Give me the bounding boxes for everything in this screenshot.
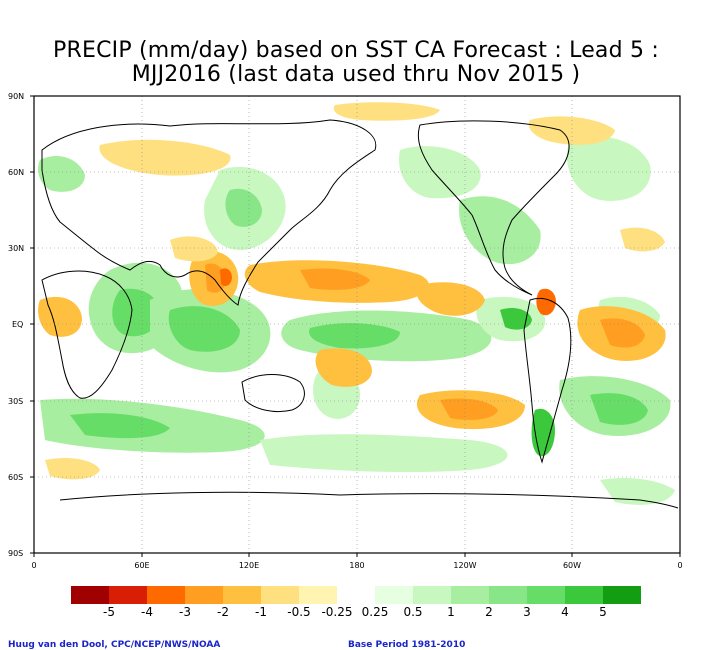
legend-swatch <box>71 586 109 604</box>
legend-swatch <box>299 586 337 604</box>
lat-tick-label: EQ <box>12 320 23 329</box>
legend-swatch <box>185 586 223 604</box>
color-legend: -5 -4 -3 -2 -1 -0.5 -0.25 0.25 0.5 1 2 3 4 5 <box>71 586 641 619</box>
legend-label: -5 <box>103 605 115 619</box>
legend-swatch <box>527 586 565 604</box>
legend-label: 1 <box>447 605 455 619</box>
lat-tick-label: 60N <box>8 168 24 177</box>
lat-tick-label: 30N <box>8 244 24 253</box>
latitude-axis: 90N 60N 30N EQ 30S 60S 90S <box>8 92 34 558</box>
legend-swatch <box>223 586 261 604</box>
legend-swatch <box>489 586 527 604</box>
map-subtitle: MJJ2016 (last data used thru Nov 2015 ) <box>131 62 581 87</box>
legend-swatch <box>337 586 375 604</box>
legend-label: -3 <box>179 605 191 619</box>
lat-tick-label: 90N <box>8 92 24 101</box>
legend-swatch <box>261 586 299 604</box>
author-credit: Huug van den Dool, CPC/NCEP/NWS/NOAA <box>8 640 221 650</box>
legend-label: -4 <box>141 605 153 619</box>
lon-tick-label: 0 <box>31 561 36 570</box>
lon-tick-label: 120W <box>453 561 476 570</box>
lon-tick-label: 180 <box>349 561 364 570</box>
lon-tick-label: 120E <box>239 561 259 570</box>
lon-tick-label: 60W <box>563 561 581 570</box>
base-period-note: Base Period 1981-2010 <box>348 640 466 650</box>
legend-swatch <box>375 586 413 604</box>
longitude-axis: 0 60E 120E 180 120W 60W 0 <box>31 553 683 570</box>
continent-outlines <box>41 119 679 509</box>
map-plot-area <box>34 96 680 553</box>
dry-anomaly-regions <box>38 102 666 480</box>
map-gridlines <box>34 96 680 553</box>
legend-label: -0.5 <box>287 605 310 619</box>
lat-tick-label: 30S <box>8 397 23 406</box>
map-title: PRECIP (mm/day) based on SST CA Forecast… <box>53 38 659 63</box>
legend-swatch <box>565 586 603 604</box>
lon-tick-label: 60E <box>134 561 149 570</box>
legend-label: 0.25 <box>362 605 389 619</box>
wet-anomaly-regions <box>38 136 675 505</box>
legend-label: 5 <box>599 605 607 619</box>
legend-label: -1 <box>255 605 267 619</box>
legend-label: 4 <box>561 605 569 619</box>
legend-label: 2 <box>485 605 493 619</box>
legend-swatch <box>147 586 185 604</box>
lat-tick-label: 60S <box>8 473 23 482</box>
legend-label: -2 <box>217 605 229 619</box>
legend-label: 3 <box>523 605 531 619</box>
legend-swatch <box>603 586 641 604</box>
legend-label: 0.5 <box>403 605 422 619</box>
lat-tick-label: 90S <box>8 549 23 558</box>
legend-swatch <box>413 586 451 604</box>
legend-swatch <box>109 586 147 604</box>
legend-label: -0.25 <box>321 605 352 619</box>
lon-tick-label: 0 <box>677 561 682 570</box>
legend-swatch <box>451 586 489 604</box>
